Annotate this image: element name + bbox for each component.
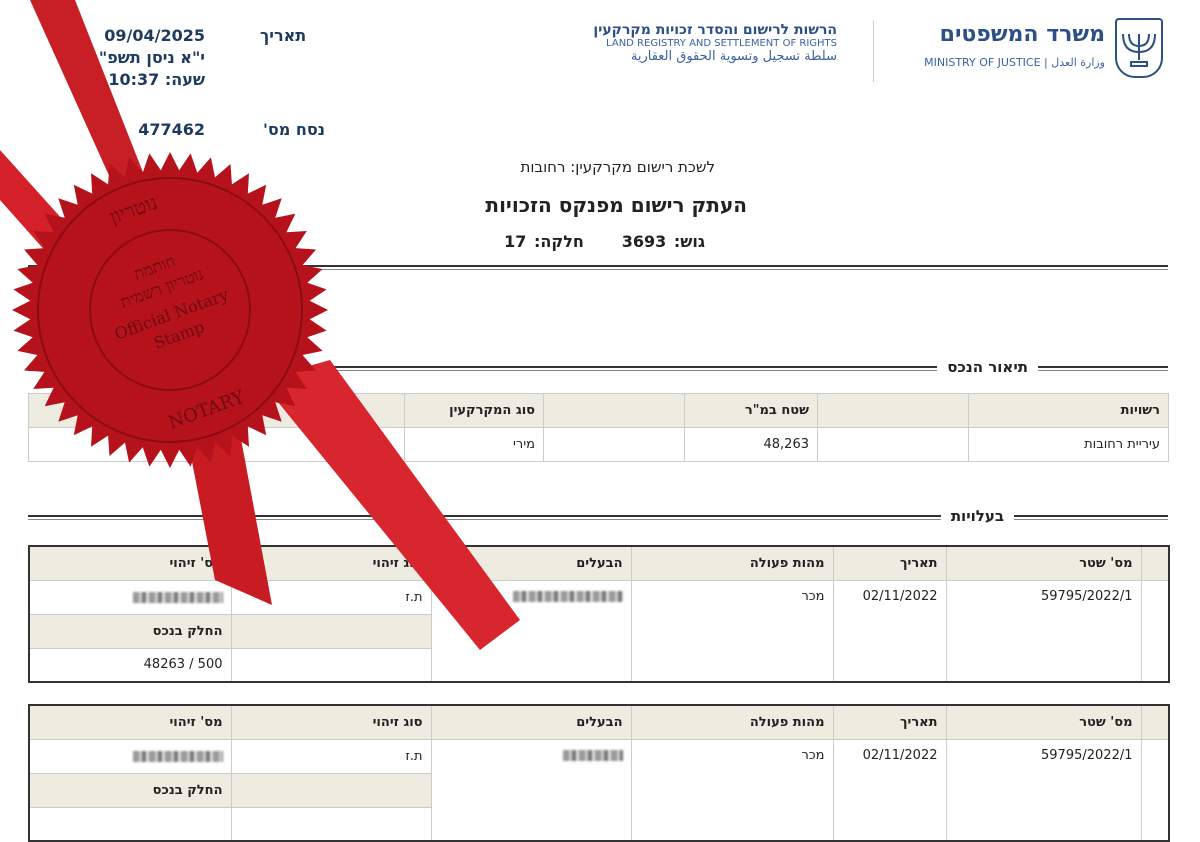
version-label: נסח מס' (262, 120, 325, 139)
authority-he: הרשות לרישום והסדר זכויות מקרקעין (593, 22, 837, 38)
section-property-title: תיאור הנכס (937, 358, 1038, 376)
empty-cell (1140, 579, 1170, 683)
date-label: תאריך (260, 26, 307, 45)
empty-cell (230, 647, 432, 683)
table-row: 500 / 48263 (28, 647, 1169, 683)
header-authorities: רשויות (968, 393, 1169, 428)
owner-header: מהות פעולה (630, 545, 834, 581)
empty-cell (543, 427, 685, 462)
owner-header: מס' שטר (945, 545, 1142, 581)
deed-number: 59795/2022/1 (945, 579, 1142, 683)
owner-header: הבעלים (430, 704, 632, 740)
header-empty (543, 393, 685, 428)
ownership-table: מס' שטר תאריך מהות פעולה הבעלים סוג זיהוי מס'… (28, 704, 1170, 842)
ministry-name-sub: MINISTRY OF JUSTICE | وزارة العدل (924, 56, 1105, 69)
land-type-value: מירי (404, 427, 544, 462)
empty-cell (1140, 738, 1170, 842)
deed-date: 02/11/2022 (832, 579, 947, 683)
table-row: 59795/2022/1 02/11/2022 מכר ת.ז (28, 738, 1170, 842)
area-value: 48,263 (684, 427, 818, 462)
owner-header: מס' זיהוי (28, 704, 232, 740)
share-value: 500 / 48263 (28, 647, 232, 683)
page-title: העתק רישום מפנקס הזכויות (485, 193, 747, 217)
section-ownership-title: בעלויות (940, 507, 1014, 525)
empty-cell (230, 772, 432, 808)
owner-header (1140, 704, 1170, 740)
table-header-row: מס' שטר תאריך מהות פעולה הבעלים סוג זיהוי מס'… (28, 704, 1170, 740)
owner-header: מס' זיהוי (28, 545, 232, 581)
share-value (28, 806, 232, 842)
version-number: 477462 (138, 120, 205, 139)
hebrew-date: י"א ניסן תשפ"ה (87, 48, 205, 67)
header-empty (817, 393, 969, 428)
header-land-type: סוג המקרקעין (404, 393, 544, 428)
share-label: החלק בנכס (28, 613, 232, 649)
owner-header: תאריך (832, 704, 947, 740)
empty-cell (230, 613, 432, 649)
id-number-redacted (28, 579, 232, 615)
section-line (28, 366, 1168, 371)
date-value: 09/04/2025 (104, 26, 205, 45)
action-type: מכר (630, 579, 834, 683)
authority-ar: سلطة تسجيل وتسوية الحقوق العقارية (630, 49, 837, 64)
owner-name-redacted (430, 738, 632, 842)
id-type: ת.ז (230, 738, 432, 774)
seal-burst (12, 152, 328, 468)
owner-header (1140, 545, 1170, 581)
action-type: מכר (630, 738, 834, 842)
deed-date: 02/11/2022 (832, 738, 947, 842)
header-divider (28, 265, 1168, 270)
id-number-redacted (28, 738, 232, 774)
time-value: שעה: 10:37 (108, 70, 205, 89)
authority-en: LAND REGISTRY AND SETTLEMENT OF RIGHTS (606, 38, 837, 49)
owner-header: סוג זיהוי (230, 704, 432, 740)
share-label: החלק בנכס (28, 772, 232, 808)
owner-header: תאריך (832, 545, 947, 581)
section-line (28, 515, 1168, 520)
authority-value: עיריית רחובות (968, 427, 1169, 462)
header-area: שטח במ"ר (684, 393, 818, 428)
registry-office: לשכת רישום מקרקעין: רחובות (520, 158, 715, 176)
authority-logo: הרשות לרישום והסדר זכויות מקרקעין LAND R… (560, 22, 837, 64)
table-row: 59795/2022/1 02/11/2022 מכר ת.ז (28, 579, 1170, 683)
empty-cell (230, 806, 432, 842)
ministry-name-he: משרד המשפטים (939, 22, 1105, 47)
owner-header: מהות פעולה (630, 704, 834, 740)
deed-number: 59795/2022/1 (945, 738, 1142, 842)
notary-stamp: חותמת נוטריון רשמית Official Notary Stam… (0, 0, 520, 650)
gush-helka: גוש: 3693 חלקה: 17 (504, 232, 705, 251)
logo-divider (873, 20, 874, 82)
ministry-emblem-icon (1115, 18, 1163, 78)
empty-cell (817, 427, 969, 462)
table-row: החלק בנכס (28, 613, 1169, 649)
owner-header: מס' שטר (945, 704, 1142, 740)
